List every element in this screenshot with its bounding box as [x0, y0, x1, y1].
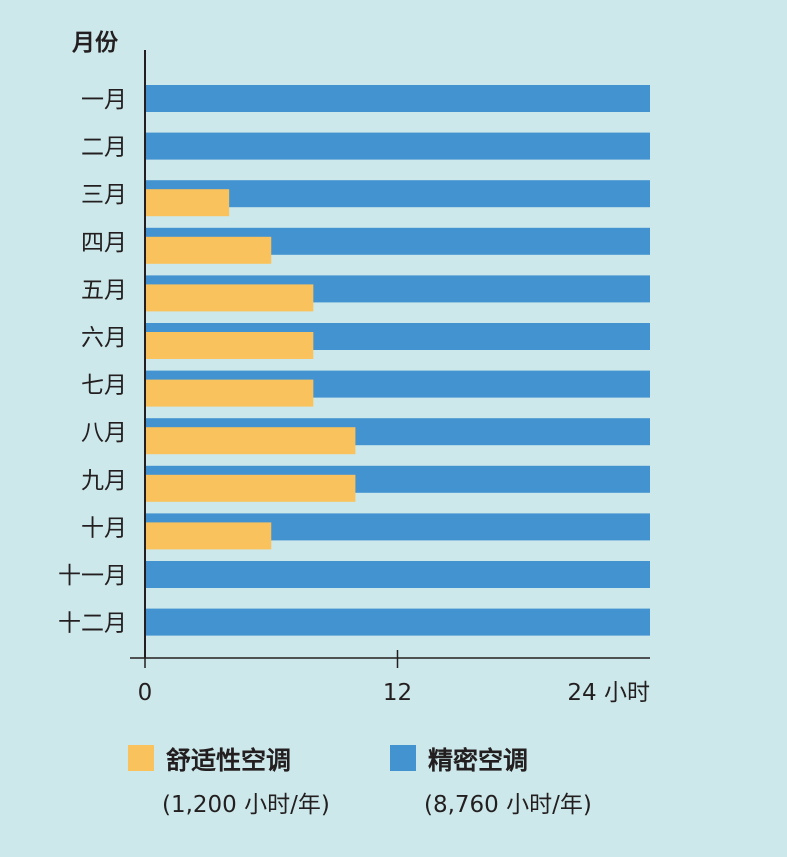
- y-tick-label: 十一月: [58, 563, 127, 589]
- legend-swatch: [128, 745, 154, 771]
- y-tick-label: 三月: [81, 182, 127, 208]
- x-tick-label: 24 小时: [567, 680, 650, 706]
- bar-comfort-8: [145, 427, 356, 455]
- bar-comfort-9: [145, 474, 356, 502]
- y-tick-label: 七月: [81, 373, 127, 399]
- y-tick-label: 二月: [81, 135, 127, 161]
- legend-swatch: [390, 745, 416, 771]
- y-tick-label: 十月: [81, 515, 127, 541]
- bar-comfort-5: [145, 284, 314, 312]
- bar-precision-2: [145, 132, 650, 160]
- y-axis-title: 月份: [71, 30, 119, 56]
- bar-comfort-4: [145, 236, 272, 264]
- y-tick-label: 五月: [81, 277, 127, 303]
- bar-comfort-6: [145, 332, 314, 359]
- bar-comfort-3: [145, 189, 230, 217]
- bar-precision-3: [145, 180, 650, 208]
- x-tick-label: 0: [138, 680, 153, 706]
- y-tick-label: 四月: [81, 230, 127, 256]
- bar-precision-12: [145, 608, 650, 636]
- bar-comfort-10: [145, 522, 272, 550]
- y-tick-label: 六月: [81, 325, 127, 351]
- bar-precision-1: [145, 85, 650, 112]
- legend-note: (1,200 小时/年): [162, 792, 330, 818]
- x-tick-label: 12: [383, 680, 412, 706]
- legend-label: 精密空调: [428, 746, 528, 775]
- y-tick-label: 九月: [81, 468, 127, 494]
- y-tick-label: 十二月: [58, 611, 127, 637]
- y-tick-label: 八月: [81, 420, 127, 446]
- bar-comfort-7: [145, 379, 314, 407]
- legend-note: (8,760 小时/年): [424, 792, 592, 818]
- bar-precision-11: [145, 561, 650, 588]
- y-tick-label: 一月: [81, 87, 127, 113]
- legend-label: 舒适性空调: [166, 746, 291, 775]
